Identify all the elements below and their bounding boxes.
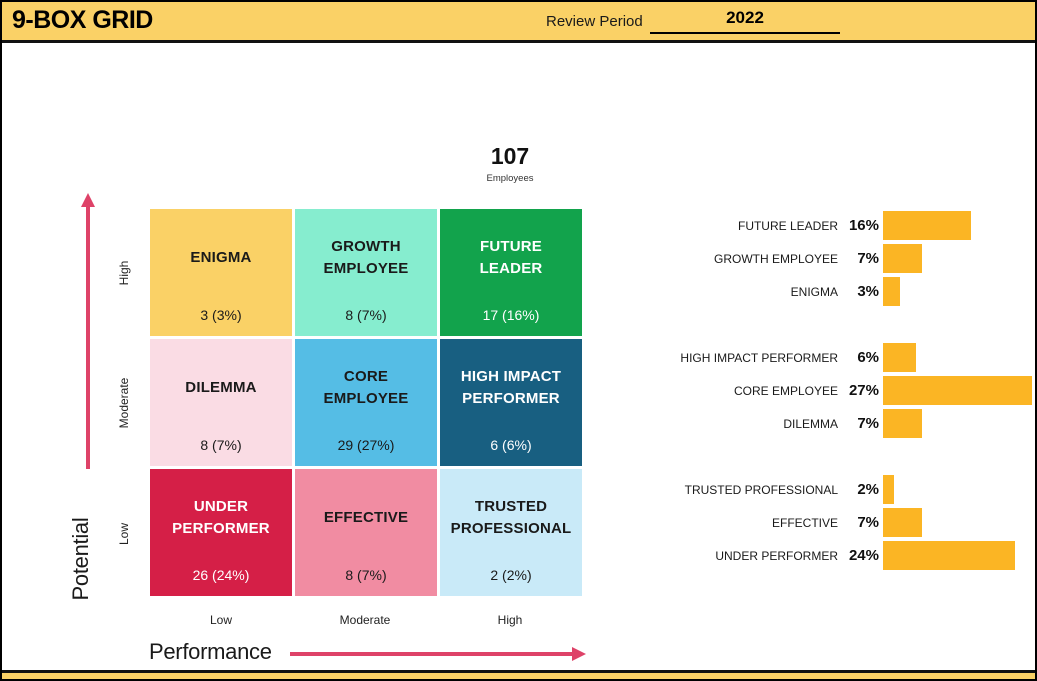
bar-row-growth-employee[interactable]: GROWTH EMPLOYEE 7% [642,242,1035,275]
bar-value-label: 24% [848,547,879,564]
bar-category-label: TRUSTED PROFESSIONAL [684,482,838,497]
bar-value-label: 16% [848,217,879,234]
cell-name: ENIGMA [190,248,252,266]
bar-category-label: FUTURE LEADER [737,218,838,233]
footer-bar [2,670,1035,679]
cell-name: HIGH IMPACT PERFORMER [460,367,562,408]
grid-cell-future-leader[interactable]: FUTURE LEADER 17 (16%) [440,209,582,336]
bar-category-label: EFFECTIVE [771,515,838,530]
bar-row-under-performer[interactable]: UNDER PERFORMER 24% [642,539,1035,572]
x-tick-high: High [497,613,523,627]
bar-category-label: GROWTH EMPLOYEE [713,251,838,266]
cell-count: 8 (7%) [200,437,242,453]
bar-group: HIGH IMPACT PERFORMER 6% CORE EMPLOYEE 27% D… [642,341,1035,440]
page-title: 9-BOX GRID [12,6,153,34]
bar[interactable] [883,211,971,240]
performance-arrow-head-icon [572,647,586,661]
x-tick-moderate: Moderate [339,613,391,627]
cell-name: UNDER PERFORMER [172,497,270,538]
bar-category-label: HIGH IMPACT PERFORMER [680,350,838,365]
bar-value-label: 7% [857,514,879,531]
bar[interactable] [883,541,1015,570]
employee-count-label: Employees [486,173,534,184]
cell-count: 8 (7%) [345,567,387,583]
cell-count: 3 (3%) [200,307,242,323]
cell-name: CORE EMPLOYEE [323,367,409,408]
bar-row-high-impact-performer[interactable]: HIGH IMPACT PERFORMER 6% [642,341,1035,374]
bar-row-trusted-professional[interactable]: TRUSTED PROFESSIONAL 2% [642,473,1035,506]
cell-count: 17 (16%) [482,307,540,323]
grid-cell-high-impact-performer[interactable]: HIGH IMPACT PERFORMER 6 (6%) [440,339,582,466]
bar-row-effective[interactable]: EFFECTIVE 7% [642,506,1035,539]
cell-count: 2 (2%) [490,567,532,583]
cell-count: 26 (24%) [192,567,250,583]
bar-value-label: 27% [848,382,879,399]
bar-row-dilemma[interactable]: DILEMMA 7% [642,407,1035,440]
bar-category-label: ENIGMA [790,284,838,299]
bar-category-label: CORE EMPLOYEE [733,383,838,398]
employee-count-card: 107 Employees [439,143,581,184]
bar[interactable] [883,409,922,438]
performance-arrow-line [290,652,572,656]
potential-arrow-head-icon [81,193,95,207]
bar-row-core-employee[interactable]: CORE EMPLOYEE 27% [642,374,1035,407]
cell-count: 29 (27%) [337,437,395,453]
grid-cell-under-performer[interactable]: UNDER PERFORMER 26 (24%) [150,469,292,596]
grid-cell-trusted-professional[interactable]: TRUSTED PROFESSIONAL 2 (2%) [440,469,582,596]
grid-cell-growth-employee[interactable]: GROWTH EMPLOYEE 8 (7%) [295,209,437,336]
bar[interactable] [883,343,916,372]
x-tick-low: Low [209,613,233,627]
bar-category-label: DILEMMA [783,416,838,431]
cell-name: GROWTH EMPLOYEE [323,237,409,278]
bar-value-label: 7% [857,415,879,432]
cell-count: 8 (7%) [345,307,387,323]
bar-value-label: 3% [857,283,879,300]
category-bar-chart: FUTURE LEADER 16% GROWTH EMPLOYEE 7% ENIGMA 3… [642,209,1035,572]
bar[interactable] [883,475,894,504]
cell-name: FUTURE LEADER [479,237,543,278]
bar-row-future-leader[interactable]: FUTURE LEADER 16% [642,209,1035,242]
cell-name: EFFECTIVE [323,508,409,526]
y-tick-low: Low [117,522,131,546]
cell-count: 6 (6%) [490,437,532,453]
bar-value-label: 7% [857,250,879,267]
nine-box-grid: ENIGMA 3 (3%) GROWTH EMPLOYEE 8 (7%) FUTURE … [150,209,582,596]
grid-cell-dilemma[interactable]: DILEMMA 8 (7%) [150,339,292,466]
bar-row-enigma[interactable]: ENIGMA 3% [642,275,1035,308]
bar[interactable] [883,508,922,537]
cell-name: DILEMMA [185,378,257,396]
grid-cell-effective[interactable]: EFFECTIVE 8 (7%) [295,469,437,596]
employee-count-value: 107 [490,143,530,169]
bar-value-label: 6% [857,349,879,366]
bar[interactable] [883,277,900,306]
x-axis-title: Performance [149,639,272,664]
y-tick-high: High [117,260,131,286]
y-axis-title: Potential [68,517,93,601]
y-tick-moderate: Moderate [117,377,131,429]
bar-group: FUTURE LEADER 16% GROWTH EMPLOYEE 7% ENIGMA 3… [642,209,1035,308]
review-period-slicer[interactable]: 2022 [650,8,840,34]
potential-arrow-line [86,199,90,469]
grid-cell-core-employee[interactable]: CORE EMPLOYEE 29 (27%) [295,339,437,466]
bar-category-label: UNDER PERFORMER [715,548,838,563]
grid-cell-enigma[interactable]: ENIGMA 3 (3%) [150,209,292,336]
bar-value-label: 2% [857,481,879,498]
review-period-label: Review Period [546,13,643,30]
cell-name: TRUSTED PROFESSIONAL [450,497,572,538]
bar-group: TRUSTED PROFESSIONAL 2% EFFECTIVE 7% UNDER P… [642,473,1035,572]
bar[interactable] [883,244,922,273]
header-bar: 9-BOX GRID Review Period 2022 [2,2,1035,43]
bar[interactable] [883,376,1032,405]
